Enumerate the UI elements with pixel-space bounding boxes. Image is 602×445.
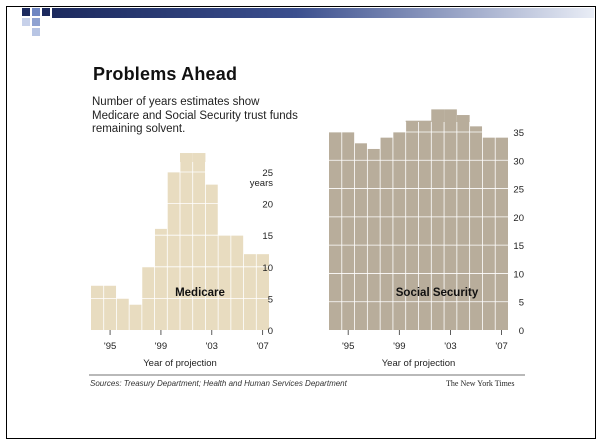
bar-'99 — [392, 132, 406, 330]
x-tick-label: '03 — [444, 341, 456, 352]
bar-'02 — [192, 153, 206, 330]
x-tick-label: '99 — [155, 341, 167, 352]
bar-'00 — [167, 172, 180, 330]
y-tick-label: 25 — [513, 185, 524, 196]
gradient-header-bar — [52, 8, 594, 18]
chart-title: Problems Ahead — [93, 64, 238, 84]
header-square — [22, 18, 30, 26]
y-tick-label: 0 — [519, 326, 524, 337]
y-tick-label: 0 — [268, 326, 273, 337]
header-square — [32, 8, 40, 16]
bar-'05 — [230, 235, 244, 330]
chart-subtitle: Number of years estimates show Medicare … — [92, 96, 298, 135]
bar-'07 — [495, 137, 508, 330]
y-tick-label: 5 — [519, 298, 524, 309]
y-tick-label: 20 — [513, 213, 524, 224]
x-axis-label: Year of projection — [382, 358, 456, 369]
bar-'94 — [91, 285, 104, 330]
y-unit-label: years — [250, 178, 273, 189]
credit-line: The New York Times — [446, 379, 515, 388]
bar-'03 — [205, 184, 219, 330]
bar-'06 — [482, 137, 496, 330]
x-tick-label: '03 — [206, 341, 218, 352]
x-tick-label: '99 — [393, 341, 405, 352]
bar-'07 — [256, 254, 269, 330]
bar-'97 — [129, 304, 142, 330]
bar-'98 — [380, 137, 393, 330]
source-note: Sources: Treasury Department; Health and… — [90, 379, 347, 388]
y-tick-label: 15 — [262, 231, 273, 242]
series-label: Social Security — [396, 287, 479, 299]
slide-header-bar — [22, 8, 594, 36]
y-tick-label: 25 — [262, 168, 273, 179]
header-square — [22, 8, 30, 16]
x-axis-label: Year of projection — [143, 358, 217, 369]
bar-'01 — [180, 153, 193, 330]
bar-'00 — [405, 120, 419, 330]
y-tick-label: 10 — [262, 263, 273, 274]
y-tick-label: 15 — [513, 241, 524, 252]
x-tick-label: '95 — [104, 341, 116, 352]
header-decoration — [22, 8, 594, 36]
header-square — [42, 8, 50, 16]
x-tick-label: '07 — [256, 341, 268, 352]
bar-'01 — [418, 120, 432, 330]
bar-'94 — [329, 132, 342, 330]
bar-'95 — [341, 132, 355, 330]
social-security-chart: 0 5 10 15 20 25 30 35 '95 '99 '03 '07 Social Securit… — [329, 109, 524, 369]
bar-'06 — [243, 254, 257, 330]
series-label: Medicare — [175, 287, 225, 299]
y-tick-label: 30 — [513, 156, 524, 167]
y-tick-label: 20 — [262, 200, 273, 211]
bar-'99 — [154, 228, 168, 330]
bar-'97 — [367, 148, 381, 330]
bar-'02 — [431, 109, 445, 330]
x-tick-label: '07 — [495, 341, 507, 352]
y-tick-label: 5 — [268, 294, 273, 305]
x-tick-label: '95 — [342, 341, 354, 352]
bar-'95 — [103, 285, 117, 330]
bar-'96 — [354, 143, 368, 330]
header-square — [32, 18, 40, 26]
header-square — [32, 28, 40, 36]
bar-'04 — [456, 115, 470, 331]
bar-'03 — [444, 109, 457, 330]
y-tick-label: 10 — [513, 269, 524, 280]
bar-'05 — [469, 126, 483, 330]
y-tick-label: 35 — [513, 128, 524, 139]
bar-'96 — [116, 298, 130, 330]
bar-'04 — [218, 235, 231, 330]
